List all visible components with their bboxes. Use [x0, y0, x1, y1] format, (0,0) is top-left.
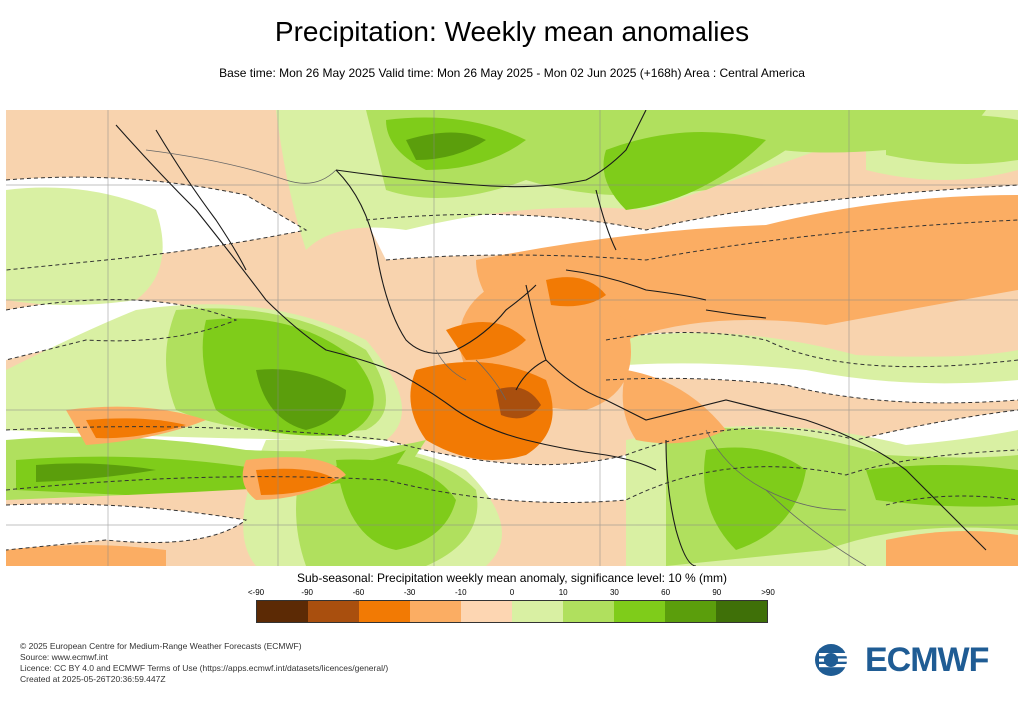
chart-subtitle: Base time: Mon 26 May 2025 Valid time: M…: [219, 66, 805, 80]
legend-title: Sub-seasonal: Precipitation weekly mean …: [297, 571, 727, 585]
colorbar-tick-label: -10: [455, 588, 467, 597]
colorbar-swatch: [257, 601, 308, 622]
colorbar-tick-label: <-90: [247, 588, 265, 597]
colorbar-tick-label: -90: [301, 588, 313, 597]
anomaly-60-90: [36, 132, 486, 482]
colorbar-swatch: [665, 601, 716, 622]
country-borders: [145, 149, 867, 566]
anomaly-minus30-minus60: [86, 277, 606, 495]
significance-contours: [6, 176, 1018, 551]
footer-credits: © 2025 European Centre for Medium-Range …: [20, 641, 388, 685]
footer-line: Created at 2025-05-26T20:36:59.447Z: [20, 674, 166, 684]
colorbar-tick-label: 90: [712, 588, 722, 597]
colorbar-swatch: [716, 601, 767, 622]
colorbar-swatch: [308, 601, 359, 622]
colorbar-swatch: [563, 601, 614, 622]
colorbar-swatch: [614, 601, 665, 622]
colorbar: [256, 600, 768, 623]
footer-line: Licence: CC BY 4.0 and ECMWF Terms of Us…: [20, 663, 389, 673]
colorbar-tick-label: >90: [761, 588, 775, 597]
anomaly-minus60-minus90: [496, 387, 541, 419]
colorbar-swatch: [512, 601, 563, 622]
ecmwf-logo-icon: [815, 644, 853, 676]
colorbar-swatch: [410, 601, 461, 622]
colorbar-tick-label: 0: [509, 588, 515, 597]
colorbar-tick-label: 30: [609, 588, 619, 597]
ecmwf-logo: ECMWF: [813, 640, 989, 679]
graticule: [6, 110, 1018, 566]
colorbar-tick-label: -30: [403, 588, 416, 597]
colorbar-swatch: [359, 601, 410, 622]
ecmwf-logo-text: ECMWF: [865, 640, 989, 679]
colorbar-tick-label: -60: [352, 588, 365, 597]
legend-labels: <-90 -90 -60 -30 -10 0 10 30 60 90 >90: [0, 588, 1024, 600]
footer-line: © 2025 European Centre for Medium-Range …: [20, 641, 302, 651]
colorbar-tick-label: 60: [661, 588, 671, 597]
colorbar-swatch: [461, 601, 512, 622]
footer-line: Source: www.ecmwf.int: [20, 652, 108, 662]
chart-title: Precipitation: Weekly mean anomalies: [274, 16, 750, 47]
precipitation-anomaly-map: [6, 110, 1018, 566]
coastlines: [115, 110, 987, 566]
colorbar-tick-label: 10: [558, 588, 568, 597]
